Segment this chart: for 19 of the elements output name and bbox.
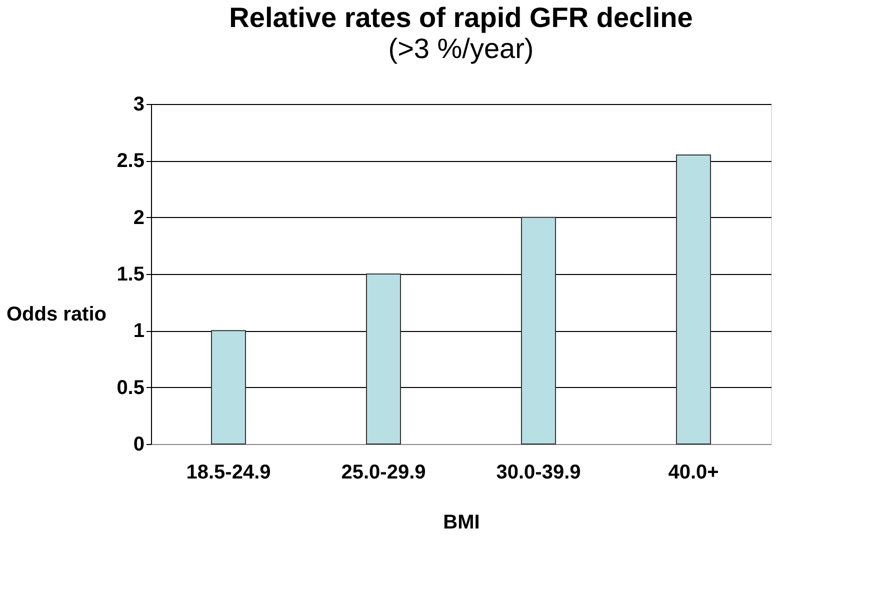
x-tick-label: 30.0-39.9 — [496, 462, 581, 484]
x-tick-label: 18.5-24.9 — [186, 462, 271, 484]
chart-subtitle: (>3 %/year) — [388, 33, 534, 64]
y-tick-label: 0 — [133, 434, 144, 456]
y-tick-label: 1.5 — [116, 264, 144, 286]
y-tick-label: 1 — [133, 320, 144, 342]
y-tick-label: 2 — [133, 206, 144, 229]
x-tick-label: 40.0+ — [668, 462, 719, 484]
y-axis-title: Odds ratio — [6, 304, 106, 326]
y-tick-label: 3 — [133, 94, 144, 116]
bar — [521, 216, 556, 444]
chart-title: Relative rates of rapid GFR decline — [229, 2, 693, 33]
x-axis-title: BMI — [443, 512, 480, 534]
x-tick-label: 25.0-29.9 — [341, 462, 426, 484]
y-tick-label: 0.5 — [116, 376, 144, 399]
bar — [366, 274, 401, 444]
y-tick-label: 2.5 — [116, 150, 144, 172]
bar — [676, 154, 711, 444]
bar — [211, 330, 246, 444]
